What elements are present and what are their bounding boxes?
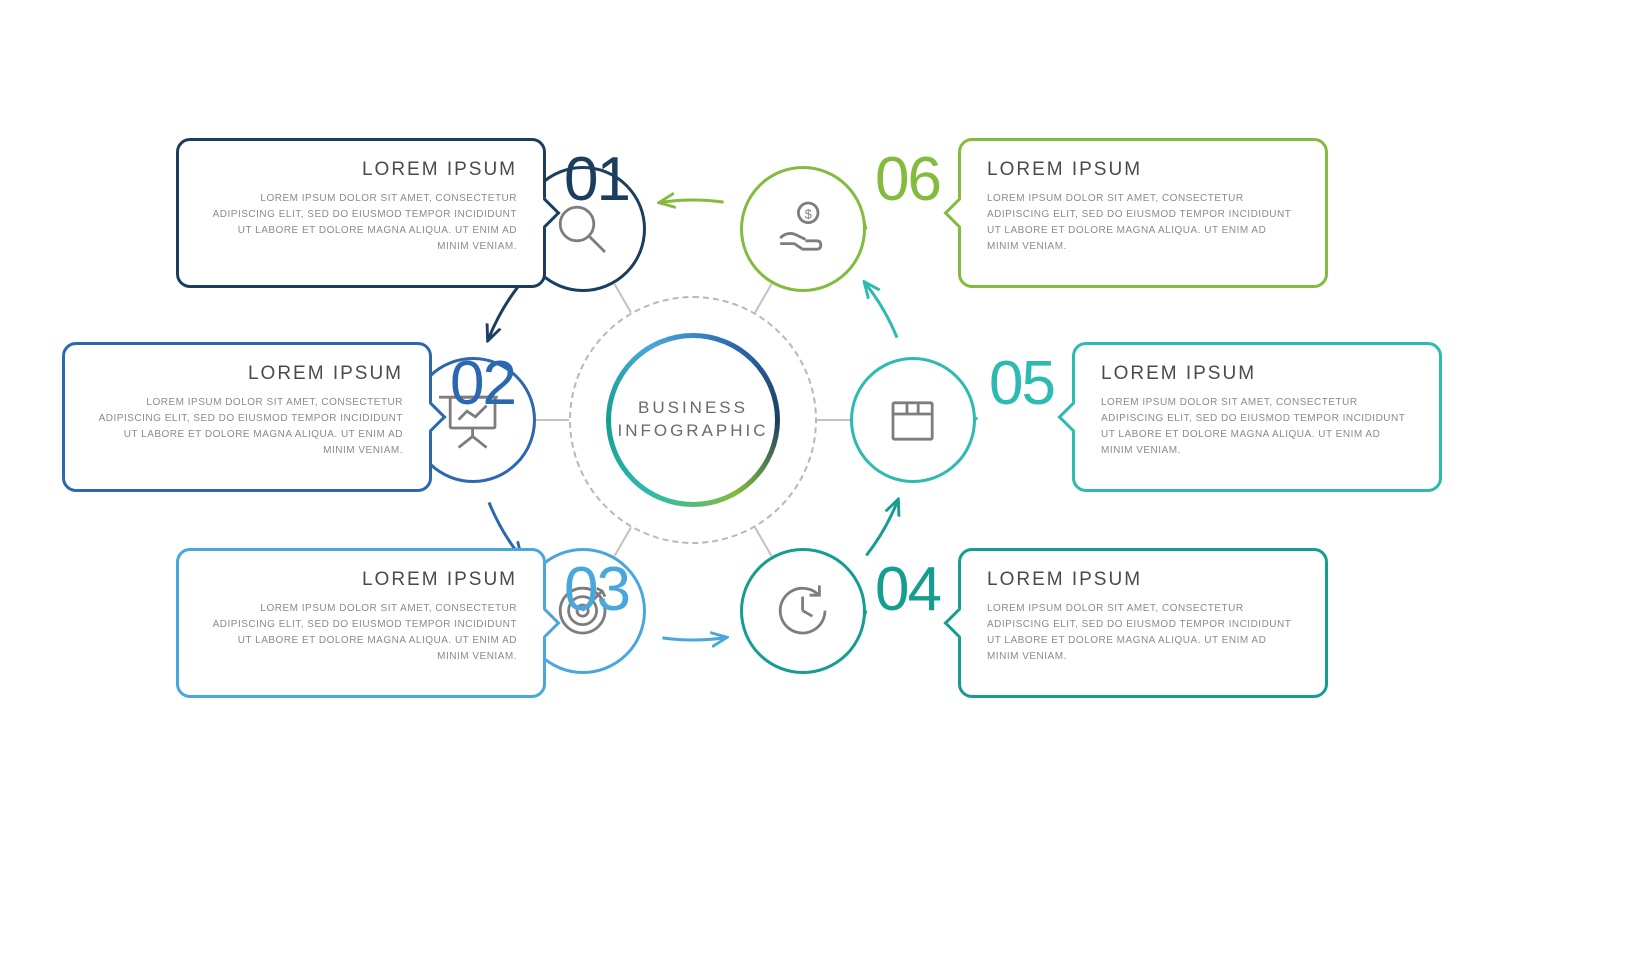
step-number: 04 (875, 559, 940, 621)
flow-arrow (866, 285, 897, 338)
step-box-03: 03LOREM IPSUMLorem ipsum dolor sit amet,… (176, 548, 546, 698)
step-body: Lorem ipsum dolor sit amet, consectetur … (205, 191, 517, 255)
flow-arrow (489, 285, 520, 338)
step-title: LOREM IPSUM (91, 363, 403, 385)
step-number: 05 (989, 353, 1054, 415)
step-box-04: 04LOREM IPSUMLorem ipsum dolor sit amet,… (958, 548, 1328, 698)
hand-dollar-icon: $ (743, 169, 863, 289)
hub-label-line1: BUSINESS (638, 398, 748, 417)
hub-label-line2: INFOGRAPHIC (617, 421, 768, 440)
step-title: LOREM IPSUM (205, 159, 517, 181)
step-title: LOREM IPSUM (987, 569, 1299, 591)
svg-text:$: $ (805, 207, 812, 221)
package-icon (853, 360, 973, 480)
infographic-stage: BUSINESSINFOGRAPHIC01LOREM IPSUMLorem ip… (0, 0, 1633, 980)
hub-label: BUSINESS INFOGRAPHIC (617, 397, 768, 443)
step-box-06: 06LOREM IPSUMLorem ipsum dolor sit amet,… (958, 138, 1328, 288)
step-body: Lorem ipsum dolor sit amet, consectetur … (205, 601, 517, 665)
step-node-06: $ (740, 166, 866, 292)
step-number: 02 (450, 353, 515, 415)
step-node-04 (740, 548, 866, 674)
flow-arrow (662, 200, 723, 202)
step-title: LOREM IPSUM (205, 569, 517, 591)
step-box-05: 05LOREM IPSUMLorem ipsum dolor sit amet,… (1072, 342, 1442, 492)
step-number: 06 (875, 149, 940, 211)
flow-arrow (662, 638, 723, 640)
step-title: LOREM IPSUM (1101, 363, 1413, 385)
step-body: Lorem ipsum dolor sit amet, consectetur … (987, 601, 1299, 665)
step-node-05 (850, 357, 976, 483)
step-box-01: 01LOREM IPSUMLorem ipsum dolor sit amet,… (176, 138, 546, 288)
step-number: 03 (564, 559, 629, 621)
step-body: Lorem ipsum dolor sit amet, consectetur … (91, 395, 403, 459)
step-title: LOREM IPSUM (987, 159, 1299, 181)
step-number: 01 (564, 149, 629, 211)
step-body: Lorem ipsum dolor sit amet, consectetur … (1101, 395, 1413, 459)
clock-refresh-icon (743, 551, 863, 671)
flow-arrow (866, 502, 897, 555)
step-box-02: 02LOREM IPSUMLorem ipsum dolor sit amet,… (62, 342, 432, 492)
step-body: Lorem ipsum dolor sit amet, consectetur … (987, 191, 1299, 255)
